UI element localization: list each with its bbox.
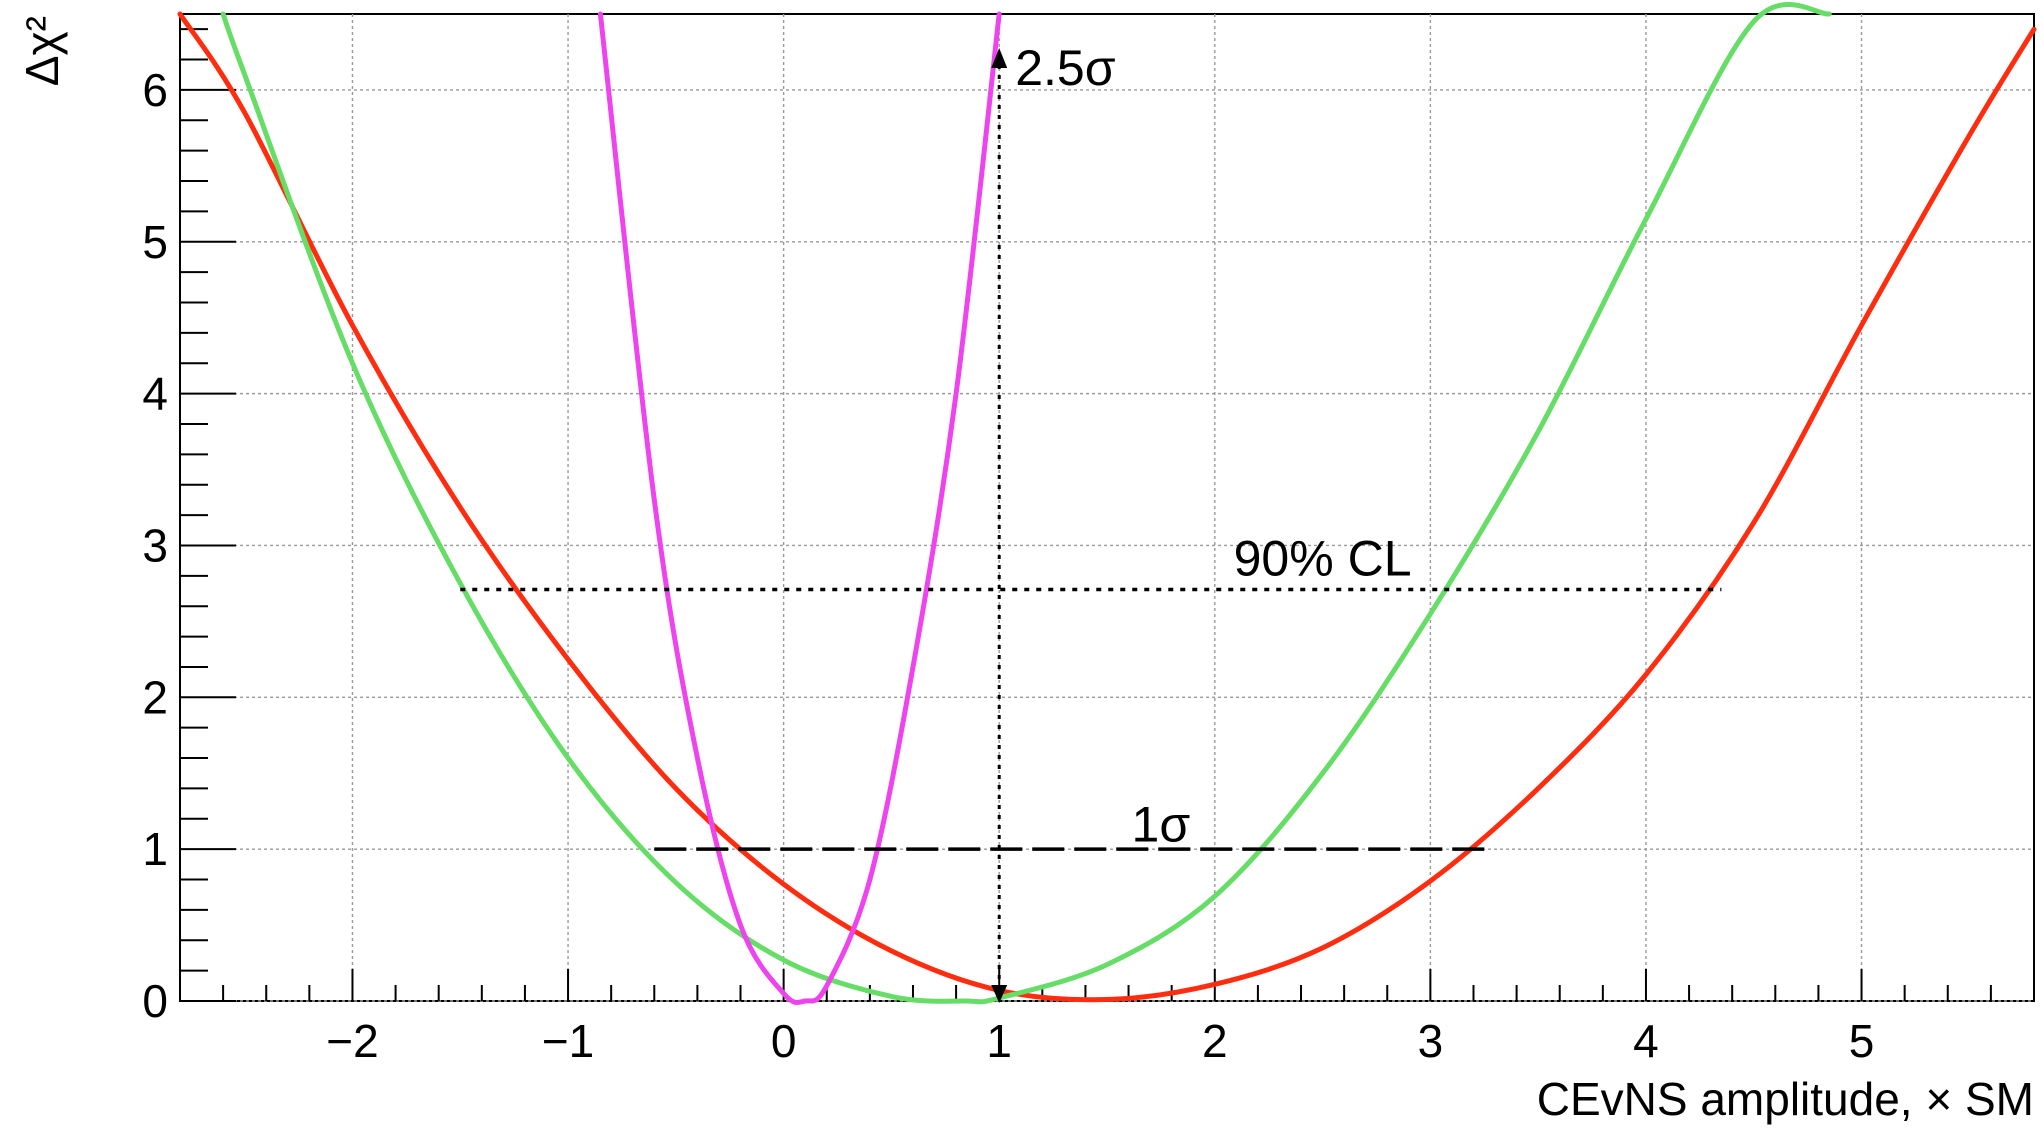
x-tick-label: 3 (1418, 1015, 1444, 1067)
y-tick-label: 3 (142, 519, 168, 571)
series-line-2 (220, 2, 1832, 1005)
x-tick-label: 2 (1202, 1015, 1228, 1067)
x-tick-label: 5 (1849, 1015, 1875, 1067)
y-tick-label: 1 (142, 823, 168, 875)
x-tick-label: −1 (542, 1015, 594, 1067)
y-tick-label: 5 (142, 216, 168, 268)
x-axis-title: CEvNS amplitude, × SM (1537, 1073, 2034, 1125)
x-tick-label: −2 (326, 1015, 378, 1067)
annotation-label: 90% CL (1234, 531, 1412, 587)
annotation-label: 2.5σ (1015, 40, 1116, 96)
y-axis-title: Δχ² (16, 16, 68, 86)
y-tick-label: 0 (142, 975, 168, 1027)
reference-lines (460, 47, 1722, 1003)
y-tick-label: 6 (142, 64, 168, 116)
arrow-head-down (991, 985, 1008, 1003)
y-tick-label: 4 (142, 368, 168, 420)
curves (177, 2, 2037, 1006)
series-line-3 (597, 11, 1002, 1006)
axis-ticks (179, 28, 2035, 1002)
y-tick-label: 2 (142, 671, 168, 723)
x-tick-label: 1 (986, 1015, 1012, 1067)
series-line-1 (177, 11, 2037, 1003)
annotation-label: 1σ (1132, 796, 1191, 852)
annotations: 2.5σ 90% CL 1σ (1015, 40, 1411, 852)
x-tick-label: 0 (771, 1015, 797, 1067)
x-tick-label: 4 (1633, 1015, 1659, 1067)
arrow-head-up (991, 47, 1008, 68)
plot-frame (179, 13, 2035, 1002)
tick-labels: −2 −1 0 1 2 3 4 5 0 1 2 3 4 5 6 (142, 64, 1874, 1067)
